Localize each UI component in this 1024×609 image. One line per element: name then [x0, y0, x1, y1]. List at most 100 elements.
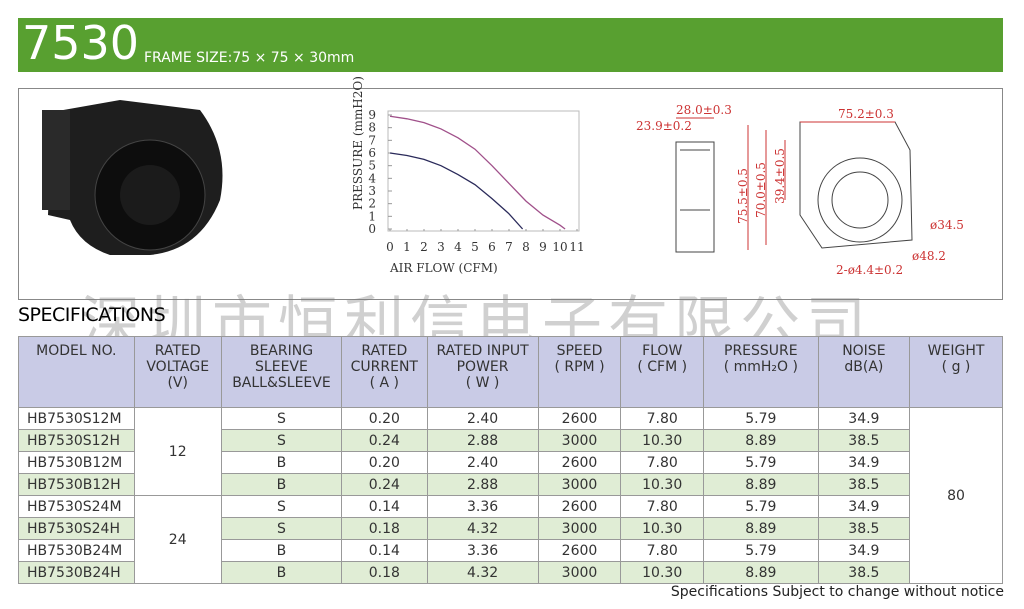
plot-frame — [387, 110, 580, 232]
y-tick-label: 7 — [368, 133, 376, 147]
footer-note: Specifications Subject to change without… — [670, 584, 1004, 600]
y-tick-label: 9 — [368, 108, 376, 122]
cell: 34.9 — [817, 407, 911, 430]
y-tick-label: 3 — [368, 184, 376, 198]
header-cell: FLOW( CFM ) — [620, 336, 704, 408]
x-tick-label: 4 — [454, 240, 462, 254]
cell: HB7530B12M — [18, 451, 135, 474]
cell: B — [220, 451, 343, 474]
cell: 8.89 — [703, 517, 819, 540]
x-axis-label: AIR FLOW (CFM) — [389, 261, 498, 275]
dimension-label: 28.0±0.3 — [676, 103, 732, 117]
cell: S — [220, 429, 343, 452]
cell: 10.30 — [620, 429, 704, 452]
cell: 38.5 — [817, 517, 911, 540]
fan-image — [42, 100, 223, 255]
cell: 7.80 — [620, 539, 704, 562]
x-tick-label: 1 — [403, 240, 411, 254]
frame-size: FRAME SIZE:75 × 75 × 30mm — [144, 50, 355, 66]
header-cell: PRESSURE( mmH₂O ) — [703, 336, 819, 408]
data-row: HB7530S24H S 0.18 4.32 3000 10.30 8.89 38.5 — [18, 517, 1003, 540]
cell: HB7530S12H — [18, 429, 135, 452]
y-tick-label: 8 — [368, 121, 376, 135]
cell: 10.30 — [620, 473, 704, 496]
cell: 2.88 — [426, 429, 539, 452]
cell: B — [220, 473, 343, 496]
cell: 4.32 — [426, 561, 539, 584]
dimension-label: ø48.2 — [912, 249, 946, 263]
header-line: ( RPM ) — [554, 359, 605, 375]
cell: 3.36 — [426, 539, 539, 562]
header-cell: RATED VOLTAGE (V) — [133, 336, 222, 408]
cell: 34.9 — [817, 539, 911, 562]
cell: HB7530S24H — [18, 517, 135, 540]
header-line: NOISE — [842, 343, 886, 359]
header-row: MODEL NO. RATED VOLTAGE (V) BEARING SLEEVE BAL… — [18, 336, 1003, 408]
cell: 7.80 — [620, 451, 704, 474]
x-tick-label: 11 — [569, 240, 584, 254]
header-line: VOLTAGE — [146, 359, 210, 375]
data-row: HB7530B24H B 0.18 4.32 3000 10.30 8.89 38.5 — [18, 561, 1003, 584]
header-cell: RATED CURRENT( A ) — [341, 336, 428, 408]
x-tick-label: 3 — [437, 240, 445, 254]
dimension-label: 2-ø4.4±0.2 — [836, 263, 903, 277]
model-title: 7530 — [22, 16, 140, 70]
cell: 7.80 — [620, 495, 704, 518]
cell: B — [220, 561, 343, 584]
cell: 38.5 — [817, 561, 911, 584]
curve — [389, 115, 566, 230]
y-tick-label: 6 — [368, 146, 376, 160]
weight-cell: 80 — [909, 407, 1003, 584]
header-line: SLEEVE — [255, 359, 308, 375]
cell: 2.88 — [426, 473, 539, 496]
cell: 0.20 — [341, 451, 428, 474]
x-tick-label: 0 — [386, 240, 394, 254]
cell: 5.79 — [703, 451, 819, 474]
image-panel — [18, 88, 1003, 300]
header-bar: 7530 FRAME SIZE:75 × 75 × 30mm — [18, 16, 1003, 72]
dimension-label: 39.4±0.5 — [773, 148, 787, 204]
header-line: RATED INPUT — [436, 343, 529, 359]
x-tick-label: 2 — [420, 240, 428, 254]
dimension-label: 75.2±0.3 — [838, 107, 894, 121]
cell: 8.89 — [703, 473, 819, 496]
cell: 5.79 — [703, 495, 819, 518]
cell: 0.24 — [341, 473, 428, 496]
cell: 3000 — [537, 561, 622, 584]
cell: HB7530B24M — [18, 539, 135, 562]
cell: S — [220, 407, 343, 430]
cell: 0.14 — [341, 495, 428, 518]
cell: HB7530B24H — [18, 561, 135, 584]
curve — [389, 152, 524, 230]
dimension-drawing — [675, 117, 913, 253]
cell: 0.20 — [341, 407, 428, 430]
y-tick-label: 0 — [368, 222, 376, 236]
cell: 3000 — [537, 429, 622, 452]
dimension-label: 70.0±0.5 — [754, 162, 768, 218]
cell: 38.5 — [817, 429, 911, 452]
data-row: HB7530B12M B 0.20 2.40 2600 7.80 5.79 34.9 — [18, 451, 1003, 474]
header-line: SPEED — [556, 343, 603, 359]
cell: 7.80 — [620, 407, 704, 430]
x-tick-label: 8 — [522, 240, 530, 254]
header-line: ( g ) — [941, 359, 971, 375]
data-row: HB7530S24M 24 S 0.14 3.36 2600 7.80 5.79 34.9 — [18, 495, 1003, 584]
header-cell: WEIGHT( g ) — [909, 336, 1003, 408]
section-title: SPECIFICATIONS — [18, 304, 166, 326]
spec-table: MODEL NO. RATED VOLTAGE (V) BEARING SLEEVE BAL… — [18, 336, 1003, 584]
voltage-cell: 12 — [133, 407, 222, 496]
cell: B — [220, 539, 343, 562]
header-cell: NOISE dB(A) — [817, 336, 911, 408]
cell: 2.40 — [426, 451, 539, 474]
data-row: HB7530B24M B 0.14 3.36 2600 7.80 5.79 34.9 — [18, 539, 1003, 562]
header-cell: RATED INPUT POWER( W ) — [426, 336, 539, 408]
header-line: dB(A) — [844, 359, 884, 375]
cell: HB7530B12H — [18, 473, 135, 496]
header-cell: SPEED( RPM ) — [537, 336, 622, 408]
y-axis-label: PRESSURE (mmH2O) — [351, 76, 365, 210]
header-line: CURRENT — [350, 359, 418, 375]
cell: 38.5 — [817, 473, 911, 496]
header-line: MODEL NO. — [36, 343, 117, 359]
cell: HB7530S24M — [18, 495, 135, 518]
